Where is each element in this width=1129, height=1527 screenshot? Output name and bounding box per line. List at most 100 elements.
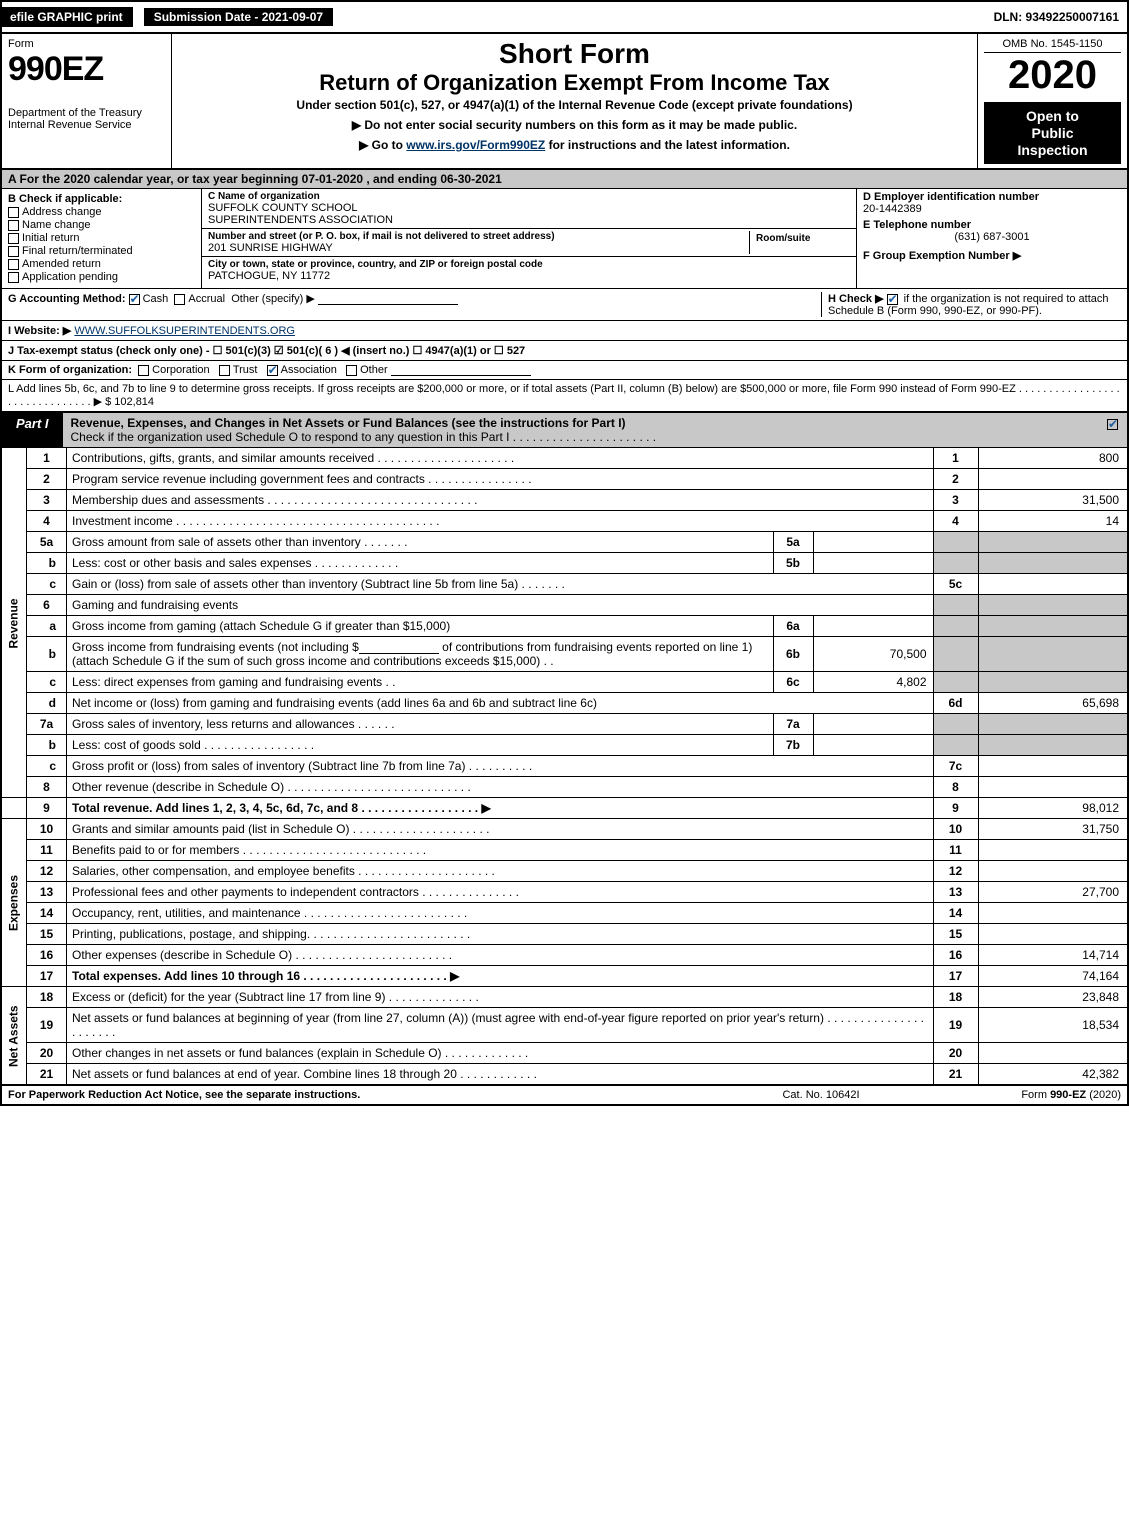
amt-3: 31,500 bbox=[978, 490, 1128, 511]
org-name-2: SUPERINTENDENTS ASSOCIATION bbox=[208, 214, 850, 226]
ln-18: 18 bbox=[27, 987, 67, 1008]
k-other-input[interactable] bbox=[391, 375, 531, 376]
nc-5a bbox=[933, 532, 978, 553]
chk-trust[interactable] bbox=[219, 365, 230, 376]
chk-final-return[interactable]: Final return/terminated bbox=[8, 245, 195, 257]
ln-10: 10 bbox=[27, 819, 67, 840]
desc-6d: Net income or (loss) from gaming and fun… bbox=[67, 693, 934, 714]
in-6b: 6b bbox=[773, 637, 813, 672]
amt-20 bbox=[978, 1043, 1128, 1064]
row-gh: G Accounting Method: Cash Accrual Other … bbox=[0, 289, 1129, 321]
ssn-warning: ▶ Do not enter social security numbers o… bbox=[178, 118, 971, 132]
website-link[interactable]: WWW.SUFFOLKSUPERINTENDENTS.ORG bbox=[74, 325, 295, 337]
part1-title: Revenue, Expenses, and Changes in Net As… bbox=[63, 413, 1101, 447]
desc-18: Excess or (deficit) for the year (Subtra… bbox=[67, 987, 934, 1008]
k-trust: Trust bbox=[233, 364, 258, 376]
chk-name-change[interactable]: Name change bbox=[8, 219, 195, 231]
chk-accrual[interactable] bbox=[174, 294, 185, 305]
ln-8: 8 bbox=[27, 777, 67, 798]
goto-link[interactable]: www.irs.gov/Form990EZ bbox=[406, 138, 545, 152]
desc-17: Total expenses. Add lines 10 through 16 … bbox=[67, 966, 934, 987]
nc-5b bbox=[933, 553, 978, 574]
header-left: Form 990EZ Department of the Treasury In… bbox=[2, 34, 172, 168]
chk-corp[interactable] bbox=[138, 365, 149, 376]
desc-13: Professional fees and other payments to … bbox=[67, 882, 934, 903]
desc-8: Other revenue (describe in Schedule O) .… bbox=[67, 777, 934, 798]
omb-number: OMB No. 1545-1150 bbox=[984, 38, 1121, 53]
nc-3: 3 bbox=[933, 490, 978, 511]
nc-8: 8 bbox=[933, 777, 978, 798]
chk-cash[interactable] bbox=[129, 294, 140, 305]
ln-14: 14 bbox=[27, 903, 67, 924]
nc-7b bbox=[933, 735, 978, 756]
h-pre: H Check ▶ bbox=[828, 293, 884, 305]
ln-7a: 7a bbox=[27, 714, 67, 735]
chk-initial-return[interactable]: Initial return bbox=[8, 232, 195, 244]
j-text: J Tax-exempt status (check only one) - ☐… bbox=[8, 345, 525, 357]
amt-11 bbox=[978, 840, 1128, 861]
footer-left: For Paperwork Reduction Act Notice, see … bbox=[8, 1089, 721, 1101]
amt-9: 98,012 bbox=[978, 798, 1128, 819]
amt-2 bbox=[978, 469, 1128, 490]
l-amount: $ 102,814 bbox=[105, 396, 154, 408]
desc-19: Net assets or fund balances at beginning… bbox=[67, 1008, 934, 1043]
chk-part1-schedule-o[interactable] bbox=[1107, 419, 1118, 430]
return-title: Return of Organization Exempt From Incom… bbox=[178, 70, 971, 96]
desc-6: Gaming and fundraising events bbox=[67, 595, 934, 616]
amt-6b bbox=[978, 637, 1128, 672]
ln-4: 4 bbox=[27, 511, 67, 532]
amt-6a bbox=[978, 616, 1128, 637]
box-b-title: B Check if applicable: bbox=[8, 193, 195, 205]
chk-assoc[interactable] bbox=[267, 365, 278, 376]
part1-label: Part I bbox=[2, 413, 63, 447]
under-section: Under section 501(c), 527, or 4947(a)(1)… bbox=[178, 98, 971, 112]
part1-check-note: Check if the organization used Schedule … bbox=[71, 430, 657, 444]
amt-17: 74,164 bbox=[978, 966, 1128, 987]
desc-5a: Gross amount from sale of assets other t… bbox=[67, 532, 774, 553]
nc-21: 21 bbox=[933, 1064, 978, 1085]
chk-other[interactable] bbox=[346, 365, 357, 376]
g-label: G Accounting Method: bbox=[8, 293, 126, 305]
ln-5c: c bbox=[27, 574, 67, 595]
g-other-input[interactable] bbox=[318, 304, 458, 305]
desc-9: Total revenue. Add lines 1, 2, 3, 4, 5c,… bbox=[67, 798, 934, 819]
form-header: Form 990EZ Department of the Treasury In… bbox=[0, 34, 1129, 170]
in-6a: 6a bbox=[773, 616, 813, 637]
ia-5a bbox=[813, 532, 933, 553]
nc-1: 1 bbox=[933, 448, 978, 469]
chk-application-pending[interactable]: Application pending bbox=[8, 271, 195, 283]
nc-19: 19 bbox=[933, 1008, 978, 1043]
d-label: D Employer identification number bbox=[863, 191, 1121, 203]
chk-address-change[interactable]: Address change bbox=[8, 206, 195, 218]
row-a-period: A For the 2020 calendar year, or tax yea… bbox=[0, 170, 1129, 189]
section-bcdef: B Check if applicable: Address change Na… bbox=[0, 189, 1129, 289]
footer-right: Form 990-EZ (2020) bbox=[921, 1089, 1121, 1101]
efile-print-button[interactable]: efile GRAPHIC print bbox=[2, 7, 133, 27]
in-5b: 5b bbox=[773, 553, 813, 574]
desc-6a: Gross income from gaming (attach Schedul… bbox=[67, 616, 774, 637]
goto-post: for instructions and the latest informat… bbox=[545, 138, 790, 152]
box-b: B Check if applicable: Address change Na… bbox=[2, 189, 202, 288]
nc-11: 11 bbox=[933, 840, 978, 861]
org-city: PATCHOGUE, NY 11772 bbox=[208, 270, 850, 282]
dept-treasury: Department of the Treasury bbox=[8, 107, 165, 119]
amt-14 bbox=[978, 903, 1128, 924]
chk-amended-return[interactable]: Amended return bbox=[8, 258, 195, 270]
dept-irs: Internal Revenue Service bbox=[8, 119, 165, 131]
desc-16: Other expenses (describe in Schedule O) … bbox=[67, 945, 934, 966]
nc-17: 17 bbox=[933, 966, 978, 987]
nc-4: 4 bbox=[933, 511, 978, 532]
in-7a: 7a bbox=[773, 714, 813, 735]
dln: DLN: 93492250007161 bbox=[986, 7, 1127, 27]
side-net-assets: Net Assets bbox=[1, 987, 27, 1085]
desc-6c: Less: direct expenses from gaming and fu… bbox=[67, 672, 774, 693]
part1-header: Part I Revenue, Expenses, and Changes in… bbox=[0, 412, 1129, 448]
desc-7c: Gross profit or (loss) from sales of inv… bbox=[67, 756, 934, 777]
ia-7b bbox=[813, 735, 933, 756]
chk-h[interactable] bbox=[887, 294, 898, 305]
row-l: L Add lines 5b, 6c, and 7b to line 9 to … bbox=[0, 380, 1129, 412]
nc-13: 13 bbox=[933, 882, 978, 903]
nc-6c bbox=[933, 672, 978, 693]
ln-6d: d bbox=[27, 693, 67, 714]
g-cash: Cash bbox=[143, 293, 169, 305]
